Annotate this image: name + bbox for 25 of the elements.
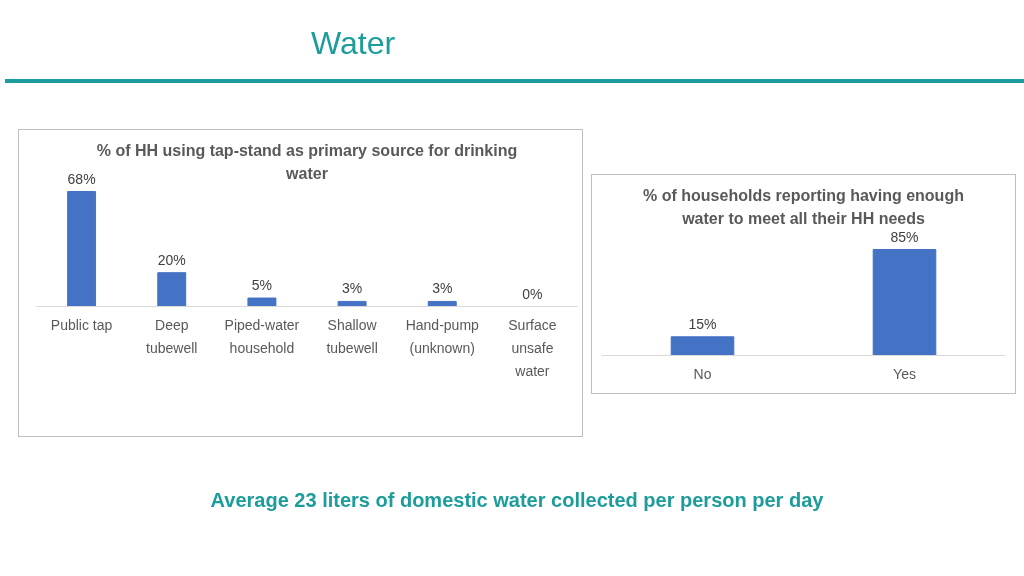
bar <box>157 272 187 307</box>
bar <box>337 300 367 307</box>
data-label: 5% <box>251 277 273 294</box>
data-label: 85% <box>890 228 919 245</box>
data-label: 15% <box>688 315 717 332</box>
x-tick-label: Piped-water household <box>224 316 300 356</box>
data-label: 20% <box>157 251 186 268</box>
x-tick-label: Hand-pump (unknown) <box>405 316 480 356</box>
x-tick-label: Shallow tubewell <box>326 316 378 356</box>
x-tick-label: No <box>693 365 712 382</box>
x-tick-label: Deep tubewell <box>146 316 198 356</box>
chart-title: % of HH using tap-stand as primary source for drinking water <box>96 142 518 182</box>
data-label: 0% <box>522 285 543 302</box>
chart-title: % of households reporting having enough water to meet all their HH needs <box>643 187 964 227</box>
bar <box>427 300 457 307</box>
bar <box>247 297 277 307</box>
text: Average 23 liters of domestic water collected per person per day <box>209 488 825 513</box>
bar <box>67 191 97 307</box>
data-label: 3% <box>341 280 363 297</box>
data-label: 68% <box>67 170 96 187</box>
data-label: 3% <box>432 280 453 297</box>
text: Water <box>309 24 397 63</box>
x-tick-label: Yes <box>893 365 916 382</box>
x-tick-label: Surface unsafe water <box>508 316 557 379</box>
x-tick-label: Public tap <box>50 316 113 333</box>
